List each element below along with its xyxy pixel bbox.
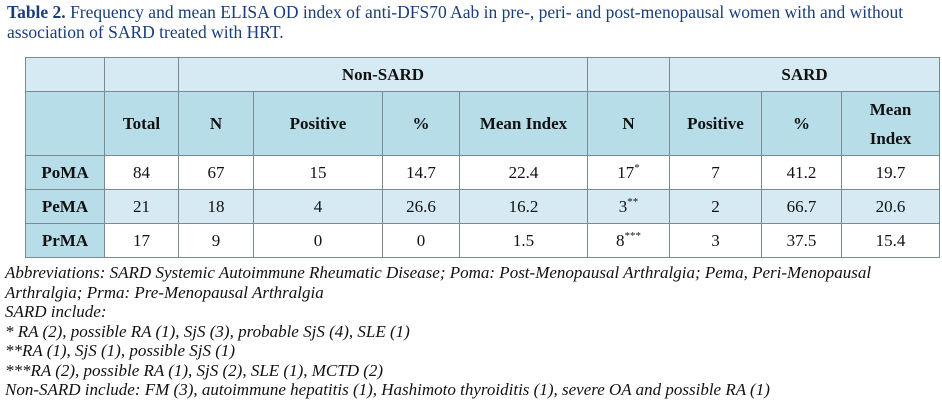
cell-non-sard-n: 67 [178,155,254,190]
header-non-sard-positive: Positive [253,91,383,156]
cell-sard-n-value: 17 [617,162,635,182]
empty-corner-cell [25,57,105,92]
row-label: PrMA [25,223,105,258]
table-row-prma: PrMA 17 9 0 0 1.5 8*** 3 37.5 15.4 [25,223,941,258]
empty-total-group-cell [104,57,179,92]
cell-total: 84 [104,155,179,190]
cell-non-sard-positive: 4 [253,189,383,224]
cell-sard-positive: 2 [669,189,762,224]
cell-sard-n: 3** [587,189,670,224]
table-caption-text: Frequency and mean ELISA OD index of ant… [7,2,904,42]
sard-include-heading: SARD include: [5,302,107,321]
table-notes: Abbreviations: SARD Systemic Autoimmune … [5,263,940,400]
cell-total: 21 [104,189,179,224]
table-row-poma: PoMA 84 67 15 14.7 22.4 17* 7 41.2 19.7 [25,155,941,190]
table-caption: Table 2. Frequency and mean ELISA OD ind… [7,2,939,42]
cell-sard-percent: 66.7 [761,189,842,224]
cell-sard-mean-index: 15.4 [840,223,941,258]
header-sard-positive: Positive [669,91,762,156]
cell-non-sard-mean-index: 1.5 [459,223,588,258]
cell-sard-n-value: 8 [616,230,625,250]
abbreviations-note: Abbreviations: SARD Systemic Autoimmune … [5,263,872,302]
cell-non-sard-n: 9 [178,223,254,258]
cell-non-sard-mean-index: 22.4 [459,155,588,190]
cell-sard-n: 17* [587,155,670,190]
cell-non-sard-positive: 15 [253,155,383,190]
cell-sard-positive: 3 [669,223,762,258]
cell-total: 17 [104,223,179,258]
cell-sard-n: 8*** [587,223,670,258]
group-header-sard: SARD [668,57,941,92]
cell-sard-positive: 7 [669,155,762,190]
empty-row-label-header [25,91,105,156]
footnote-mark: *** [624,229,642,242]
non-sard-include-note: Non-SARD include: FM (3), autoimmune hep… [5,380,770,399]
footnote-double-star: **RA (1), SjS (1), possible SjS (1) [5,341,236,360]
header-sard-mean-line1: Mean [869,99,912,119]
footnote-triple-star: ***RA (2), possible RA (1), SjS (2), SLE… [5,360,384,380]
cell-non-sard-percent: 0 [382,223,460,258]
header-sard-mean-line2: Index [869,128,912,148]
header-non-sard-mean-index: Mean Index [459,91,588,156]
empty-group-gap-cell [587,57,670,92]
header-non-sard-n: N [178,91,254,156]
row-label: PeMA [25,189,105,224]
footnote-mark: * [634,161,640,174]
table-caption-label: Table 2. [7,2,66,22]
header-sard-percent: % [761,91,842,156]
cell-non-sard-percent: 14.7 [382,155,460,190]
cell-non-sard-percent: 26.6 [382,189,460,224]
footnote-mark: ** [627,195,639,208]
cell-non-sard-positive: 0 [253,223,383,258]
group-header-non-sard: Non-SARD [178,57,588,92]
group-header-row: Non-SARD SARD [25,57,941,92]
cell-sard-mean-index: 19.7 [840,155,941,190]
table-row-pema: PeMA 21 18 4 26.6 16.2 3** 2 66.7 20.6 [25,189,941,224]
row-label: PoMA [25,155,105,190]
cell-sard-percent: 41.2 [761,155,842,190]
header-non-sard-percent: % [382,91,460,156]
column-header-row: Total N Positive % Mean Index N Positive… [25,91,941,156]
header-sard-mean-index: Mean Index [840,91,941,156]
header-total: Total [104,91,179,156]
cell-non-sard-mean-index: 16.2 [459,189,588,224]
cell-sard-n-value: 3 [618,196,628,216]
cell-sard-percent: 37.5 [761,223,842,258]
cell-sard-mean-index: 20.6 [840,189,941,224]
footnote-single-star: * RA (2), possible RA (1), SjS (3), prob… [5,321,410,341]
data-table: Non-SARD SARD Total N Positive % Mean In… [25,57,941,258]
cell-non-sard-n: 18 [178,189,254,224]
header-sard-n: N [587,91,670,156]
